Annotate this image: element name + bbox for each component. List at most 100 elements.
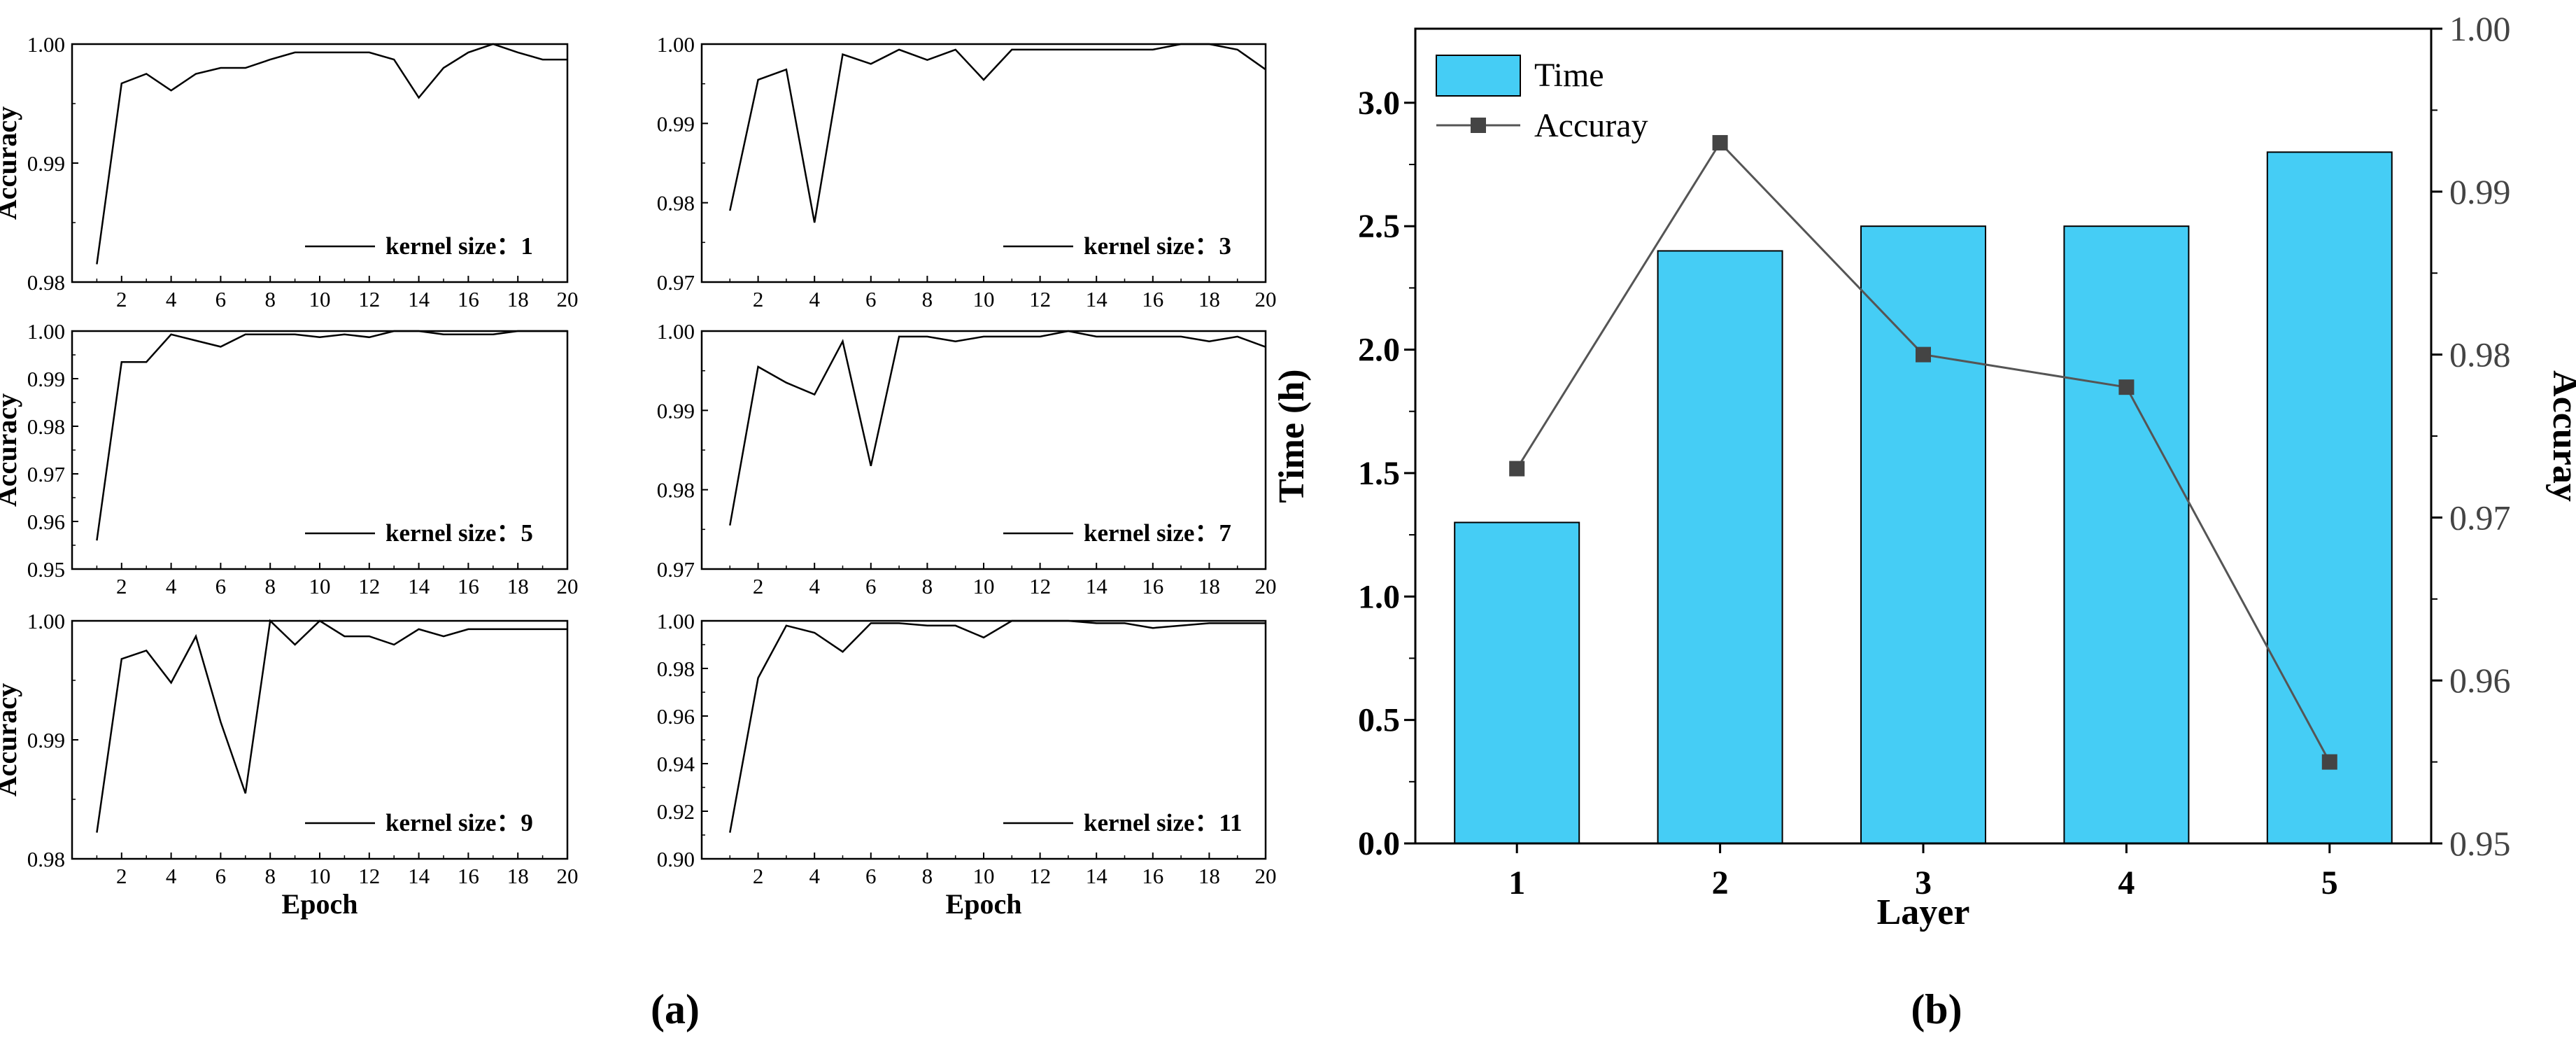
x-tick-label: 8: [264, 864, 276, 888]
x-tick-label: 10: [309, 864, 331, 888]
x-tick-label: 14: [1086, 864, 1108, 888]
x-tick-label: 12: [358, 574, 380, 598]
subplot-5: 2 4 6 8 10 12 14 16 18 20 0.98 0.99 1.00 kernel size：…: [0, 609, 579, 920]
subplot-2: 2 4 6 8 10 12 14 16 18 20 0.97 0.98 0.99 1.00 kernel s…: [657, 32, 1277, 311]
y-tick-label: 0.98: [27, 414, 65, 439]
left-y-axis-title: Time (h): [1272, 369, 1312, 503]
y-axis-title: Accuracy: [0, 106, 22, 220]
y-tick-label: 0.98: [27, 847, 65, 871]
x-tick-label: 8: [922, 864, 933, 888]
x-tick-label: 8: [922, 574, 933, 598]
x-tick-label: 6: [215, 864, 227, 888]
legend-marker: [1471, 118, 1486, 133]
x-axis-title: Layer: [1877, 892, 1970, 932]
y-tick-label: 1.00: [27, 609, 65, 633]
x-tick-label: 18: [507, 574, 529, 598]
x-tick-label: 4: [166, 287, 177, 311]
x-tick-label: 6: [865, 864, 877, 888]
accuracy-point-1: [1509, 461, 1525, 477]
y-tick-label: 0.98: [657, 191, 695, 216]
y-tick-label: 0.98: [657, 657, 695, 681]
panel-b-time-accuracy-chart: 0.0 0.5 1.0 1.5 2.0 2.5 3.0 0.95 0.96 0.97 0.98 0.9…: [1272, 9, 2576, 932]
x-tick-label: 4: [2118, 864, 2135, 902]
y-tick-label: 0.97: [657, 557, 695, 582]
x-tick-label: 2: [753, 574, 764, 598]
x-tick-label: 16: [458, 864, 479, 888]
x-tick-label: 4: [166, 864, 177, 888]
x-tick-label: 12: [358, 287, 380, 311]
x-tick-label: 6: [215, 574, 227, 598]
y-tick-label: 0.97: [27, 462, 65, 486]
x-tick-label: 14: [408, 864, 430, 888]
x-tick-label: 2: [116, 287, 127, 311]
x-tick-label: 18: [507, 287, 529, 311]
x-tick-label: 8: [264, 574, 276, 598]
accuracy-line: [729, 619, 1266, 833]
accuracy-point-4: [2118, 379, 2135, 395]
x-tick-label: 6: [865, 287, 877, 311]
time-bar-2: [1657, 250, 1783, 845]
accuracy-line: [96, 619, 567, 833]
x-axis-title: Epoch: [282, 888, 358, 920]
x-tick-label: 20: [557, 574, 579, 598]
x-tick-label: 8: [264, 287, 276, 311]
x-tick-label: 10: [309, 574, 331, 598]
x-tick-label: 8: [922, 287, 933, 311]
x-tick-label: 14: [1086, 287, 1108, 311]
legend-label: kernel size：7: [1084, 519, 1231, 547]
left-y-tick-label: 1.0: [1358, 578, 1400, 615]
x-tick-label: 2: [1712, 864, 1729, 902]
y-tick-label: 0.98: [657, 478, 695, 503]
time-bar-1: [1454, 521, 1580, 844]
x-tick-label: 3: [1915, 864, 1932, 902]
x-tick-label: 4: [809, 287, 820, 311]
x-tick-label: 18: [1198, 574, 1220, 598]
x-tick-label: 6: [865, 574, 877, 598]
y-tick-label: 1.00: [657, 32, 695, 57]
x-tick-label: 14: [1086, 574, 1108, 598]
y-tick-label: 0.95: [27, 557, 65, 582]
y-tick-label: 0.99: [27, 367, 65, 391]
legend-label: kernel size：9: [385, 809, 533, 836]
y-tick-label: 0.97: [657, 270, 695, 295]
legend-bar-swatch: [1436, 55, 1521, 97]
panel-label-a: (a): [651, 986, 700, 1032]
x-tick-label: 16: [1142, 864, 1163, 888]
y-tick-label: 0.94: [657, 752, 695, 776]
y-tick-label: 0.99: [657, 398, 695, 423]
y-tick-label: 1.00: [657, 609, 695, 633]
accuracy-line: [96, 330, 567, 541]
x-tick-label: 14: [408, 287, 430, 311]
x-tick-label: 4: [166, 574, 177, 598]
subplot-3: 2 4 6 8 10 12 14 16 18 20 0.95 0.96 0.97 0.98 0.99 1.00…: [0, 319, 579, 598]
time-bar-5: [2266, 151, 2393, 844]
accuracy-line: [729, 43, 1266, 223]
subplot-1: 2 4 6 8 10 12 14 16 18 20 0.98 0.99 1.00 kernel size：…: [0, 32, 579, 311]
x-tick-label: 10: [973, 864, 995, 888]
left-y-tick-label: 0.5: [1358, 702, 1400, 739]
x-tick-label: 18: [1198, 864, 1220, 888]
left-y-tick-label: 2.5: [1358, 208, 1400, 245]
y-tick-label: 1.00: [657, 319, 695, 344]
x-tick-label: 2: [753, 864, 764, 888]
x-tick-label: 16: [1142, 574, 1163, 598]
legend-label-time: Time: [1534, 57, 1604, 94]
right-y-tick-label: 0.97: [2449, 498, 2511, 537]
legend-label-accuracy: Accuray: [1534, 107, 1648, 144]
panel-label-b: (b): [1911, 986, 1962, 1032]
x-axis-title: Epoch: [946, 888, 1022, 920]
x-tick-label: 20: [557, 864, 579, 888]
x-tick-label: 20: [1255, 864, 1277, 888]
y-tick-label: 0.96: [27, 510, 65, 534]
x-tick-label: 2: [753, 287, 764, 311]
subplot-6: 2 4 6 8 10 12 14 16 18 20 0.90 0.92 0.94 0.96 0.98 1.00…: [657, 609, 1277, 920]
left-y-tick-label: 3.0: [1358, 85, 1400, 122]
x-tick-label: 5: [2321, 864, 2338, 902]
x-tick-label: 4: [809, 574, 820, 598]
left-y-tick-label: 0.0: [1358, 825, 1400, 862]
x-tick-label: 20: [1255, 287, 1277, 311]
accuracy-point-5: [2321, 754, 2337, 770]
x-tick-label: 6: [215, 287, 227, 311]
right-y-tick-label: 1.00: [2449, 9, 2511, 48]
